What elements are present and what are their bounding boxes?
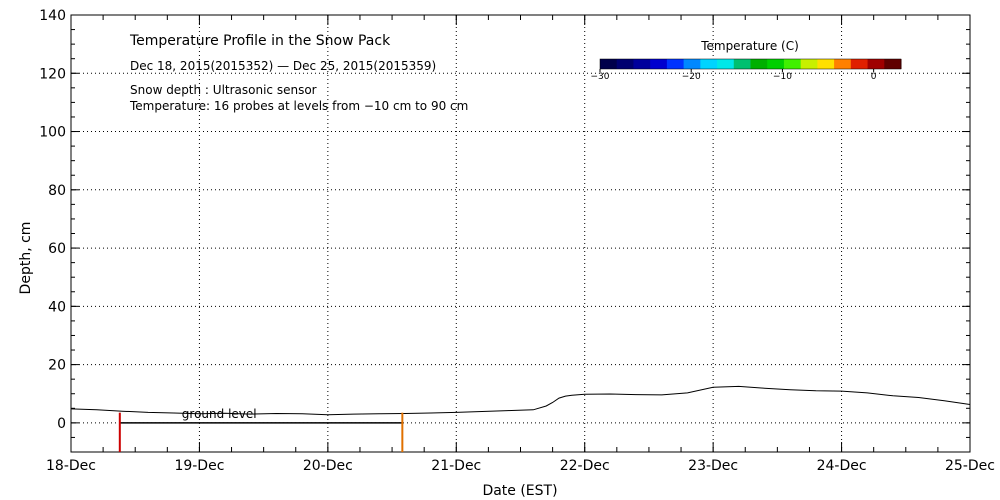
colorbar-cell (750, 59, 768, 69)
x-axis-label: Date (EST) (482, 483, 557, 499)
note-snow-depth: Snow depth : Ultrasonic sensor (130, 83, 317, 97)
series-layer: ground level (70, 385, 971, 424)
colorbar-cell (633, 59, 651, 69)
colorbar-ticks: −30 −20 −10 0 (591, 69, 877, 82)
plot-frame (70, 14, 971, 453)
colorbar-tick-label: −20 (682, 72, 701, 82)
colorbar-title: Temperature (C) (700, 39, 799, 53)
y-tick-label: 80 (48, 183, 66, 199)
y-tick-label: 60 (48, 241, 66, 257)
y-tick-label: 100 (39, 125, 66, 141)
colorbar-cell (767, 59, 785, 69)
colorbar-tick-label: −10 (773, 72, 792, 82)
colorbar-cell (666, 59, 685, 69)
y-tick-label: 20 (48, 358, 66, 374)
x-tick-label: 23-Dec (688, 458, 738, 474)
colorbar-cell (800, 59, 818, 69)
colorbar-legend: Temperature (C) −30 −20 −10 0 (591, 39, 902, 82)
colorbar-cell (717, 59, 735, 69)
x-tick-label: 18-Dec (46, 458, 96, 474)
colorbar-cell (683, 59, 701, 69)
y-tick-label: 140 (39, 8, 66, 24)
x-tick-label: 25-Dec (945, 458, 995, 474)
x-tick-label: 20-Dec (303, 458, 353, 474)
x-tick-label: 22-Dec (560, 458, 610, 474)
date-range: Dec 18, 2015(2015352) — Dec 25, 2015(201… (130, 59, 436, 73)
snow-depth-line (70, 385, 971, 416)
colorbar-tick-label: −30 (591, 72, 610, 82)
colorbar-cell (783, 59, 802, 69)
colorbar-cell (700, 59, 718, 69)
x-tick-label: 19-Dec (174, 458, 224, 474)
x-tick-label: 21-Dec (431, 458, 481, 474)
colorbar-cell (817, 59, 835, 69)
colorbar-cell (834, 59, 852, 69)
colorbar-cells (599, 58, 902, 70)
y-tick-label: 40 (48, 299, 66, 315)
colorbar-cell (867, 59, 885, 69)
colorbar-cell (616, 59, 634, 69)
note-temperature: Temperature: 16 probes at levels from −1… (129, 99, 468, 113)
y-axis: 0 20 40 60 80 100 120 140 (39, 8, 970, 453)
x-axis: 18-Dec 19-Dec 20-Dec 21-Dec 22-Dec 23-Dec 24-D… (46, 15, 995, 474)
x-tick-label: 24-Dec (817, 458, 867, 474)
probe-markers (118, 412, 404, 452)
colorbar-border (599, 58, 902, 70)
chart-title: Temperature Profile in the Snow Pack (129, 33, 391, 49)
y-tick-label: 0 (57, 416, 66, 432)
ground-level-label: ground level (182, 407, 257, 421)
colorbar-tick-label: 0 (871, 72, 877, 82)
y-axis-label: Depth, cm (18, 222, 34, 295)
y-tick-label: 120 (39, 66, 66, 82)
colorbar-cell (600, 59, 618, 69)
colorbar-cell (733, 59, 751, 69)
colorbar-cell (650, 59, 668, 69)
grid (71, 15, 970, 452)
colorbar-cell (884, 59, 902, 69)
colorbar-cell (850, 59, 869, 69)
